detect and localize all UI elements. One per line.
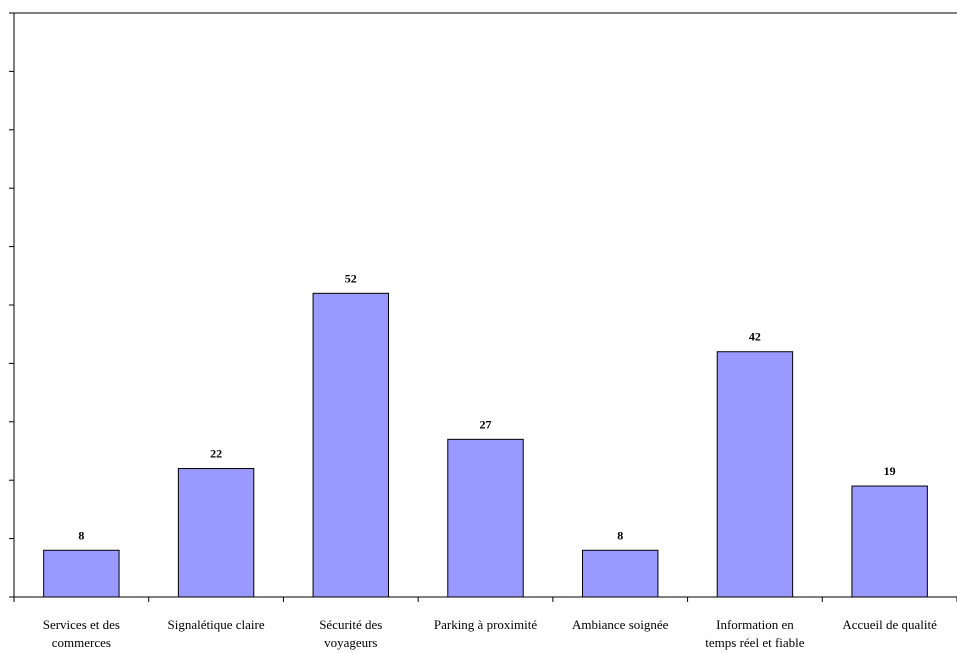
- category-label-line: Signalétique claire: [168, 617, 265, 632]
- category-label-line: Parking à proximité: [434, 617, 537, 632]
- bar: [716, 351, 794, 598]
- bar: [43, 549, 120, 598]
- bar: [851, 485, 928, 598]
- category-label: Services et des commerces: [43, 617, 120, 650]
- category-label-line: Services et des: [43, 617, 120, 632]
- bar: [581, 549, 659, 598]
- category-label: Signalétique claire: [168, 617, 265, 632]
- value-label: 8: [617, 528, 623, 542]
- category-label: Information en temps réel et fiable: [705, 617, 804, 650]
- value-label: 19: [884, 464, 896, 478]
- value-labels: 8 22 52 27 8 42 19: [78, 271, 895, 542]
- category-label: Ambiance soignée: [572, 617, 669, 632]
- value-label: 22: [210, 447, 222, 461]
- category-label: Parking à proximité: [434, 617, 537, 632]
- value-label: 27: [480, 417, 492, 431]
- category-label-line: commerces: [52, 635, 111, 650]
- value-label: 8: [78, 528, 84, 542]
- bar: [177, 468, 255, 598]
- bar: [312, 292, 390, 598]
- bar: [447, 438, 524, 598]
- x-axis-ticks: [13, 597, 957, 602]
- category-label-line: temps réel et fiable: [705, 635, 804, 650]
- y-axis-ticks: [9, 12, 14, 598]
- bar-series: [43, 292, 928, 598]
- category-label-line: voyageurs: [324, 635, 377, 650]
- category-label: Sécurité des voyageurs: [319, 617, 382, 650]
- value-label: 42: [749, 330, 761, 344]
- category-label-line: Ambiance soignée: [572, 617, 669, 632]
- value-label: 52: [345, 271, 357, 285]
- category-label-line: Information en: [716, 617, 794, 632]
- category-label-line: Accueil de qualité: [842, 617, 937, 632]
- category-labels: Services et des commerces Signalétique cla…: [43, 617, 937, 650]
- category-label-line: Sécurité des: [319, 617, 382, 632]
- category-label: Accueil de qualité: [842, 617, 937, 632]
